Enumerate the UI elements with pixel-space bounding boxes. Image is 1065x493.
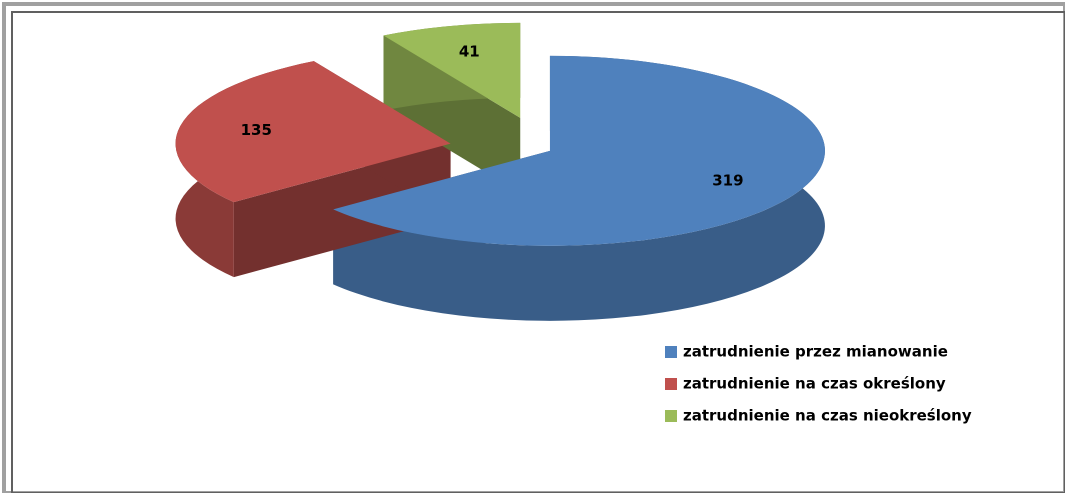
slice bbox=[383, 22, 521, 118]
legend: zatrudnienie przez mianowanie zatrudnieni… bbox=[665, 343, 972, 425]
slice bbox=[333, 55, 825, 246]
labels: 319 135 41 bbox=[241, 42, 744, 189]
data-label: 319 bbox=[712, 171, 743, 189]
data-label: 135 bbox=[241, 121, 272, 139]
pie-tops bbox=[175, 22, 825, 246]
legend-label: zatrudnienie na czas określony bbox=[683, 375, 946, 393]
frame-inner bbox=[11, 11, 1065, 493]
legend-label: zatrudnienie na czas nieokreślony bbox=[683, 407, 972, 425]
slice bbox=[175, 61, 451, 203]
legend-label: zatrudnienie przez mianowanie bbox=[683, 343, 948, 361]
legend-swatch bbox=[665, 378, 677, 390]
data-label: 41 bbox=[459, 42, 480, 60]
legend-swatch bbox=[665, 410, 677, 422]
legend-swatch bbox=[665, 346, 677, 358]
